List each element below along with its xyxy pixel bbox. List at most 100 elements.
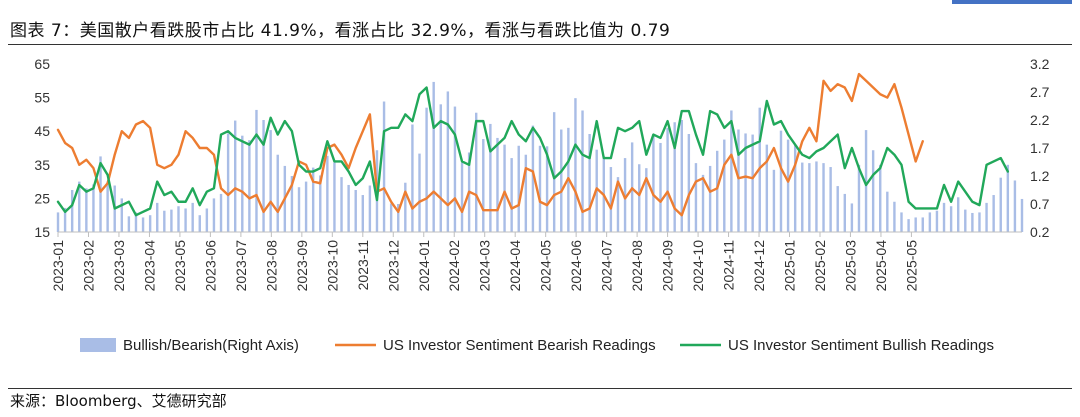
bar-bullish-bearish-ratio <box>439 104 442 232</box>
bar-bullish-bearish-ratio <box>489 123 492 232</box>
bar-bullish-bearish-ratio <box>609 167 613 232</box>
bar-bullish-bearish-ratio <box>127 216 131 232</box>
bar-bullish-bearish-ratio <box>347 184 350 232</box>
bar-bullish-bearish-ratio <box>276 154 279 232</box>
x-tick-label: 2024-08 <box>629 240 645 292</box>
bar-bullish-bearish-ratio <box>106 181 109 232</box>
bar-bullish-bearish-ratio <box>694 163 698 232</box>
bar-bullish-bearish-ratio <box>269 130 272 232</box>
bar-bullish-bearish-ratio <box>999 177 1002 232</box>
bar-bullish-bearish-ratio <box>198 215 201 232</box>
bar-bullish-bearish-ratio <box>311 167 315 232</box>
y-right-tick-label: 2.7 <box>1030 84 1050 100</box>
bar-bullish-bearish-ratio <box>78 181 81 232</box>
bar-bullish-bearish-ratio <box>134 212 138 232</box>
bar-bullish-bearish-ratio <box>616 177 620 232</box>
bar-bullish-bearish-ratio <box>503 144 506 232</box>
bar-bullish-bearish-ratio <box>290 176 294 232</box>
bar-bullish-bearish-ratio <box>319 175 322 232</box>
x-tick-label: 2025-03 <box>842 240 858 292</box>
bar-bullish-bearish-ratio <box>673 122 676 232</box>
bar-bullish-bearish-ratio <box>971 212 974 232</box>
bar-bullish-bearish-ratio <box>659 142 662 232</box>
bar-bullish-bearish-ratio <box>942 202 946 232</box>
y-left-tick-label: 65 <box>34 56 50 72</box>
y-left-tick-label: 25 <box>34 190 50 206</box>
bar-bullish-bearish-ratio <box>496 137 499 232</box>
x-tick-label: 2025-05 <box>903 240 919 292</box>
bar-bullish-bearish-ratio <box>581 110 584 232</box>
bar-bullish-bearish-ratio <box>170 209 173 232</box>
legend-swatch-ratio <box>80 338 116 352</box>
bar-bullish-bearish-ratio <box>262 120 265 232</box>
bar-bullish-bearish-ratio <box>340 177 343 232</box>
x-tick-label: 2023-12 <box>385 240 401 292</box>
x-tick-label: 2023-10 <box>324 240 340 292</box>
figure-title: 图表 7：美国散户看跌股市占比 41.9%，看涨占比 32.9%，看涨与看跌比值… <box>10 21 671 41</box>
bar-bullish-bearish-ratio <box>793 145 797 232</box>
bar-bullish-bearish-ratio <box>531 125 535 232</box>
bar-bullish-bearish-ratio <box>148 215 152 232</box>
bar-bullish-bearish-ratio <box>921 217 924 232</box>
x-tick-label: 2025-02 <box>812 240 828 292</box>
bar-bullish-bearish-ratio <box>475 112 478 232</box>
x-tick-label: 2023-01 <box>50 240 66 292</box>
source-note: 来源：Bloomberg、艾德研究部 <box>10 392 227 410</box>
bar-bullish-bearish-ratio <box>120 198 123 232</box>
legend-label-bullish: US Investor Sentiment Bullish Readings <box>728 337 994 354</box>
bar-bullish-bearish-ratio <box>907 219 910 232</box>
bar-bullish-bearish-ratio <box>1020 198 1024 232</box>
y-right-tick-label: 0.7 <box>1030 196 1050 212</box>
bar-bullish-bearish-ratio <box>871 150 875 232</box>
bar-bullish-bearish-ratio <box>772 169 776 232</box>
x-tick-label: 2024-12 <box>751 240 767 292</box>
bar-bullish-bearish-ratio <box>545 146 549 232</box>
sentiment-chart: 15 25 35 45 55 65 0.2 0.7 1.2 1.7 2.2 2.7 3.2 2023-01… <box>34 56 1049 354</box>
bar-bullish-bearish-ratio <box>808 163 811 232</box>
bar-bullish-bearish-ratio <box>326 155 329 232</box>
x-tick-label: 2023-02 <box>80 240 96 292</box>
bar-bullish-bearish-ratio <box>446 91 450 232</box>
bar-bullish-bearish-ratio <box>560 129 563 232</box>
bar-bullish-bearish-ratio <box>985 202 988 232</box>
bar-bullish-bearish-ratio <box>99 156 102 232</box>
bar-bullish-bearish-ratio <box>588 134 591 232</box>
bar-bullish-bearish-ratio <box>680 120 683 232</box>
bar-bullish-bearish-ratio <box>737 129 740 232</box>
bar-bullish-bearish-ratio <box>156 202 159 232</box>
legend-label-ratio: Bullish/Bearish(Right Axis) <box>123 337 299 354</box>
bar-bullish-bearish-ratio <box>638 164 641 232</box>
y-right-tick-label: 0.2 <box>1030 224 1050 240</box>
bar-bullish-bearish-ratio <box>843 193 846 232</box>
bar-bullish-bearish-ratio <box>1006 164 1010 232</box>
x-tick-label: 2025-01 <box>782 240 798 292</box>
x-tick-label: 2024-09 <box>660 240 676 292</box>
series-line-bullish <box>56 86 1010 217</box>
x-tick-label: 2023-08 <box>263 240 279 292</box>
legend: Bullish/Bearish(Right Axis) US Investor S… <box>80 337 994 354</box>
bar-bullish-bearish-ratio <box>666 127 669 232</box>
legend-label-bearish: US Investor Sentiment Bearish Readings <box>383 337 656 354</box>
axes-group: 15 25 35 45 55 65 0.2 0.7 1.2 1.7 2.2 2.7 3.2 2023-01… <box>34 56 1049 291</box>
bar-bullish-bearish-ratio <box>687 134 691 232</box>
bar-bullish-bearish-ratio <box>716 150 719 232</box>
x-tick-label: 2023-11 <box>355 240 371 291</box>
bar-bullish-bearish-ratio <box>389 203 393 232</box>
bar-bullish-bearish-ratio <box>949 206 953 232</box>
x-tick-label: 2024-02 <box>446 240 462 292</box>
bar-bullish-bearish-ratio <box>418 153 421 232</box>
y-left-tick-label: 15 <box>34 224 50 240</box>
x-tick-label: 2024-11 <box>721 240 737 291</box>
bar-bullish-bearish-ratio <box>652 134 655 232</box>
bar-bullish-bearish-ratio <box>623 158 627 232</box>
bar-bullish-bearish-ratio <box>964 209 967 232</box>
x-tick-label: 2023-05 <box>172 240 188 292</box>
bar-bullish-bearish-ratio <box>191 202 194 232</box>
bar-bullish-bearish-ratio <box>482 139 485 232</box>
bar-bullish-bearish-ratio <box>163 210 166 232</box>
bar-bullish-bearish-ratio <box>978 212 981 232</box>
bar-bullish-bearish-ratio <box>751 134 754 232</box>
bar-bullish-bearish-ratio <box>645 168 648 232</box>
bar-bullish-bearish-ratio <box>829 167 832 232</box>
bar-bullish-bearish-ratio <box>1013 180 1017 232</box>
